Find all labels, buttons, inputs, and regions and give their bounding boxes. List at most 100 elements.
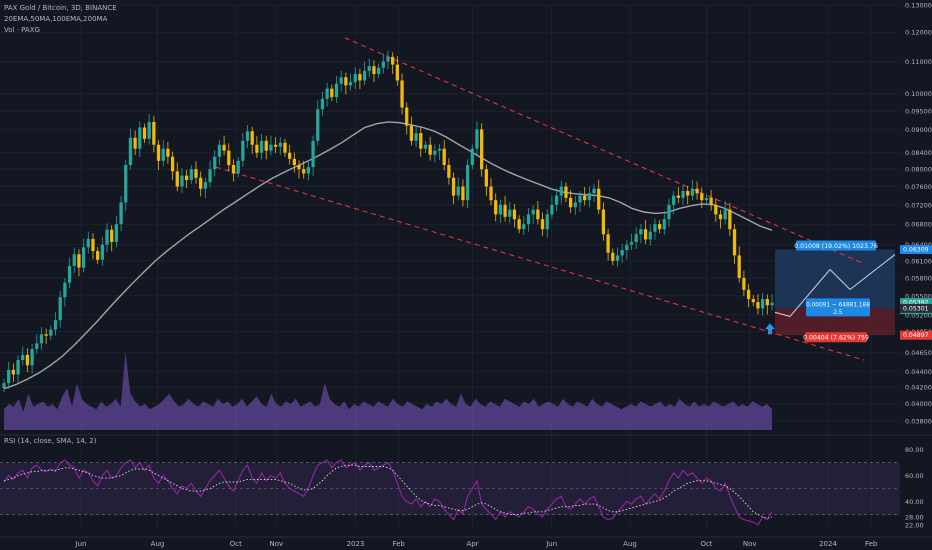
price-tick-label: 0.08000 [905,166,932,174]
price-tick-label: 0.12000 [905,29,932,37]
candle-body [653,224,657,232]
volume-area [4,352,772,430]
candle-body [639,229,643,235]
target-price-badge: 0.06309 [903,247,929,254]
candle-body [559,186,563,196]
candle-body [222,144,226,151]
candle-body [44,334,48,336]
candle-body [119,202,123,225]
candle-body [217,144,222,157]
candle-body [166,148,170,157]
candle-body [601,209,606,235]
candle-body [245,131,250,141]
candle-body [203,182,208,189]
candle-body [53,320,58,330]
candle-body [437,148,442,151]
candle-body [667,204,671,220]
candle-body [236,160,240,174]
time-tick-label: Apr [466,540,478,548]
time-tick-label: Nov [269,540,283,548]
candle-body [58,297,62,321]
candle-body [30,349,34,366]
candle-body [35,343,39,350]
candle-body [278,142,282,147]
candle-body [475,129,479,149]
candle-body [297,165,301,170]
channel-upper-line [344,37,865,265]
candle-body [690,188,695,196]
time-tick-label: Oct [700,540,712,548]
volume-bars [4,352,772,430]
candle-body [255,144,259,153]
candle-body [414,133,418,141]
candle-body [564,186,568,198]
candle-body [288,152,292,159]
candle-body [283,142,287,153]
candle-body [147,121,151,139]
candle-body [592,188,596,194]
candle-body [723,209,727,220]
candle-body [709,197,713,205]
candle-body [428,144,432,155]
price-tick-label: 0.03800 [905,417,932,425]
time-tick-label: Aug [623,540,637,548]
candle-body [545,214,549,230]
candle-body [241,140,245,161]
candle-body [550,204,554,215]
rsi-line [3,459,773,526]
candle-body [152,121,156,145]
candle-body [189,169,193,180]
candle-body [573,202,577,208]
candle-body [756,302,760,309]
price-tick-label: 0.08400 [905,149,932,157]
target-label: 0.01008 (19.02%) 1023.76 [794,243,878,250]
candle-body [353,74,357,83]
candle-body [578,195,582,203]
candle-body [358,74,362,81]
candle-body [718,214,723,220]
time-axis[interactable]: Jun Aug Oct Nov 2023 Feb Apr Jun Aug Oct Nov 2024 Fe… [0,536,932,548]
candle-body [686,191,690,196]
candle-body [100,244,104,260]
candle-body [451,177,456,196]
time-tick-label: 2023 [347,540,365,548]
candle-body [494,200,498,215]
mid-label-2: 2.5 [833,310,843,316]
candle-body [695,188,699,194]
volume-legend: Vol · PAXG [4,26,40,34]
candle-body [302,169,306,174]
entry-price-badge-bg [900,303,932,313]
candle-body [629,242,634,245]
candle-body [11,369,16,375]
candle-body [508,209,512,217]
candle-body [405,107,409,126]
price-tick-label: 0.09500 [905,108,932,116]
candle-body [77,254,81,268]
entry-arrow-icon [765,323,775,335]
candle-body [213,156,217,170]
price-tick-label: 0.05800 [905,274,932,282]
candle-body [269,144,273,151]
price-tick-label: 0.07600 [905,183,932,191]
candle-body [746,289,751,300]
indicator-legend: 20EMA,50MA,100EMA,200MA [4,15,108,23]
candle-body [522,224,526,230]
candle-body [250,131,254,145]
candle-body [199,177,203,189]
candle-body [316,109,320,141]
candle-body [7,369,11,384]
stop-label: 0.00404 (7.62%) 759 [803,335,869,342]
stop-label-bg [805,332,867,343]
candle-body [419,133,423,149]
candle-body [442,148,446,166]
candle-body [470,148,474,166]
candle-body [311,140,315,168]
price-tick-label: 0.10000 [905,90,932,98]
candle-body [597,188,601,210]
candle-body [367,66,371,71]
candle-body [264,140,268,151]
price-tick-label: 0.04400 [905,368,932,376]
candle-body [386,56,390,62]
candle-body [700,193,704,201]
candle-body [531,209,535,215]
